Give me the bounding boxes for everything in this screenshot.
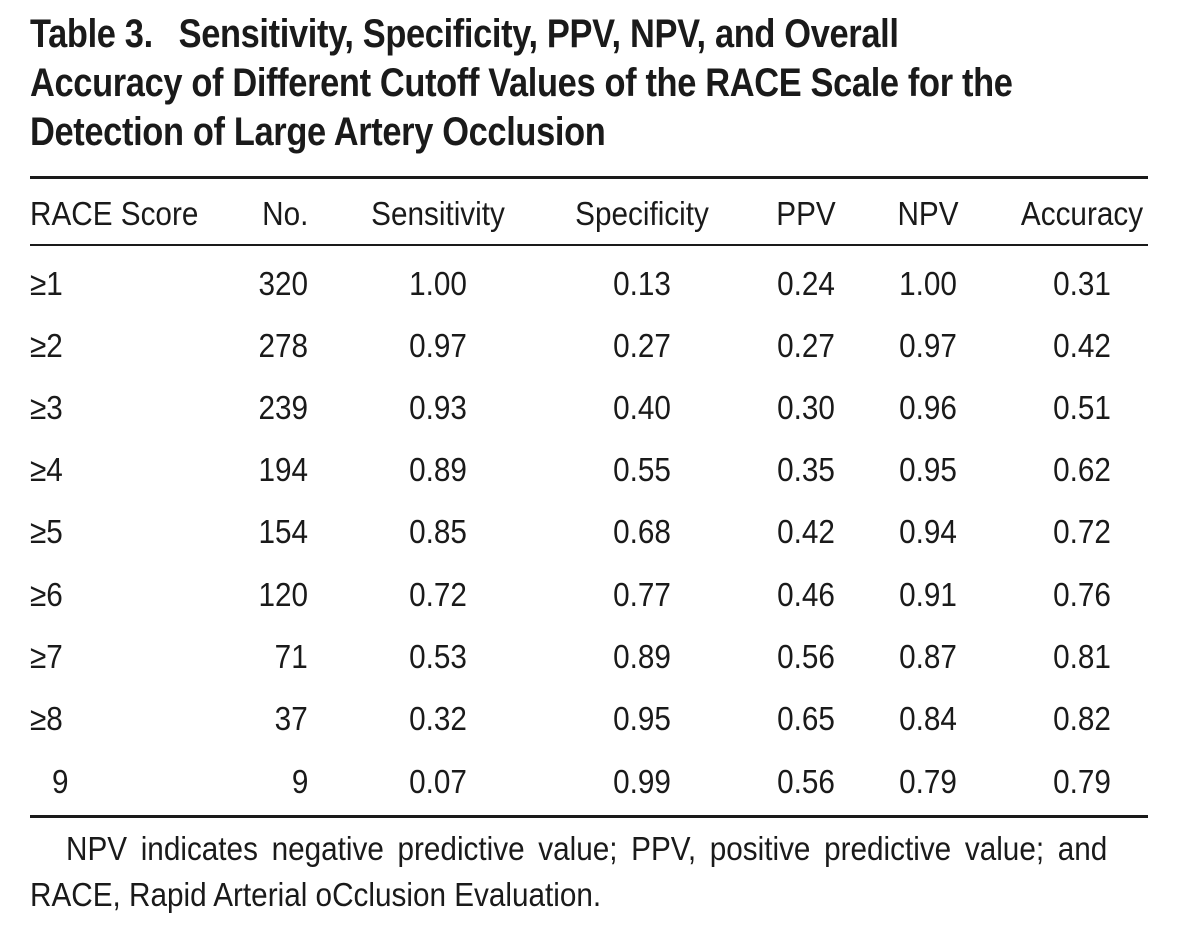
cell-npv: 0.84: [899, 700, 957, 737]
footnote-line-2: RACE, Rapid Arterial oCclusion Evaluatio…: [30, 876, 602, 913]
cell-accuracy: 0.42: [1053, 327, 1111, 364]
table-row: 9 9 0.07 0.99 0.56 0.79 0.79: [30, 762, 1148, 802]
table-row: ≥5 154 0.85 0.68 0.42 0.94 0.72: [30, 512, 1148, 552]
cell-race-score: ≥4: [30, 451, 63, 488]
cell-no: 320: [258, 265, 308, 302]
cell-accuracy: 0.72: [1053, 513, 1111, 550]
cell-ppv: 0.56: [777, 763, 835, 800]
cell-accuracy: 0.51: [1053, 389, 1111, 426]
cell-accuracy: 0.62: [1053, 451, 1111, 488]
table-top-rule: [30, 176, 1148, 179]
table-row: ≥2 278 0.97 0.27 0.27 0.97 0.42: [30, 326, 1148, 366]
cell-no: 154: [258, 513, 308, 550]
cell-race-score: ≥6: [30, 576, 63, 613]
cell-accuracy: 0.76: [1053, 576, 1111, 613]
cell-no: 120: [258, 576, 308, 613]
cell-specificity: 0.95: [613, 700, 671, 737]
cell-specificity: 0.13: [613, 265, 671, 302]
table-row: ≥3 239 0.93 0.40 0.30 0.96 0.51: [30, 388, 1148, 428]
cell-accuracy: 0.81: [1053, 638, 1111, 675]
cell-ppv: 0.24: [777, 265, 835, 302]
cell-sensitivity: 0.97: [409, 327, 467, 364]
cell-npv: 0.94: [899, 513, 957, 550]
caption-line-3: Detection of Large Artery Occlusion: [30, 110, 606, 154]
cell-race-score: ≥3: [30, 389, 63, 426]
header-npv: NPV: [897, 195, 959, 232]
table-row: ≥6 120 0.72 0.77 0.46 0.91 0.76: [30, 575, 1148, 615]
cell-npv: 1.00: [899, 265, 957, 302]
header-no: No.: [261, 195, 308, 232]
cell-no: 9: [291, 763, 308, 800]
header-race-score: RACE Score: [30, 195, 199, 232]
cell-specificity: 0.27: [613, 327, 671, 364]
cell-ppv: 0.46: [777, 576, 835, 613]
table-bottom-rule: [30, 815, 1148, 818]
cell-race-score: ≥8: [30, 700, 63, 737]
cell-sensitivity: 0.85: [409, 513, 467, 550]
cell-ppv: 0.65: [777, 700, 835, 737]
header-specificity: Specificity: [575, 195, 709, 232]
cell-ppv: 0.27: [777, 327, 835, 364]
cell-npv: 0.96: [899, 389, 957, 426]
cell-race-score: 9: [52, 763, 69, 800]
cell-sensitivity: 0.93: [409, 389, 467, 426]
table-header-rule: [30, 244, 1148, 246]
table-footnote: NPV indicates negative predictive value;…: [30, 826, 1148, 918]
cell-npv: 0.79: [899, 763, 957, 800]
header-ppv: PPV: [776, 195, 836, 232]
cell-accuracy: 0.82: [1053, 700, 1111, 737]
cell-specificity: 0.99: [613, 763, 671, 800]
cell-ppv: 0.42: [777, 513, 835, 550]
cell-accuracy: 0.31: [1053, 265, 1111, 302]
table-caption: Table 3. Sensitivity, Specificity, PPV, N…: [30, 10, 1013, 157]
cell-sensitivity: 1.00: [409, 265, 467, 302]
table-row: ≥1 320 1.00 0.13 0.24 1.00 0.31: [30, 264, 1148, 304]
header-sensitivity: Sensitivity: [371, 195, 505, 232]
cell-specificity: 0.68: [613, 513, 671, 550]
table-row: ≥4 194 0.89 0.55 0.35 0.95 0.62: [30, 450, 1148, 490]
cell-no: 37: [274, 700, 308, 737]
cell-ppv: 0.56: [777, 638, 835, 675]
cell-no: 278: [258, 327, 308, 364]
table-label: Table 3.: [30, 12, 153, 56]
cell-ppv: 0.30: [777, 389, 835, 426]
cell-race-score: ≥7: [30, 638, 63, 675]
cell-specificity: 0.55: [613, 451, 671, 488]
cell-race-score: ≥2: [30, 327, 63, 364]
cell-specificity: 0.89: [613, 638, 671, 675]
table-row: ≥7 71 0.53 0.89 0.56 0.87 0.81: [30, 637, 1148, 677]
cell-specificity: 0.77: [613, 576, 671, 613]
cell-npv: 0.87: [899, 638, 957, 675]
caption-line-2: Accuracy of Different Cutoff Values of t…: [30, 61, 1013, 105]
table-row: ≥8 37 0.32 0.95 0.65 0.84 0.82: [30, 699, 1148, 739]
cell-npv: 0.97: [899, 327, 957, 364]
caption-line-1: Table 3. Sensitivity, Specificity, PPV, N…: [30, 10, 991, 59]
cell-sensitivity: 0.72: [409, 576, 467, 613]
caption-text-1: Sensitivity, Specificity, PPV, NPV, and …: [178, 12, 899, 56]
cell-ppv: 0.35: [777, 451, 835, 488]
cell-no: 71: [274, 638, 308, 675]
footnote-line-1: NPV indicates negative predictive value;…: [66, 830, 1108, 867]
cell-no: 194: [258, 451, 308, 488]
header-accuracy: Accuracy: [1020, 195, 1144, 232]
cell-sensitivity: 0.07: [409, 763, 467, 800]
cell-race-score: ≥1: [30, 265, 63, 302]
cell-sensitivity: 0.32: [409, 700, 467, 737]
cell-npv: 0.91: [899, 576, 957, 613]
cell-no: 239: [258, 389, 308, 426]
cell-specificity: 0.40: [613, 389, 671, 426]
cell-accuracy: 0.79: [1053, 763, 1111, 800]
cell-sensitivity: 0.89: [409, 451, 467, 488]
cell-sensitivity: 0.53: [409, 638, 467, 675]
cell-race-score: ≥5: [30, 513, 63, 550]
cell-npv: 0.95: [899, 451, 957, 488]
